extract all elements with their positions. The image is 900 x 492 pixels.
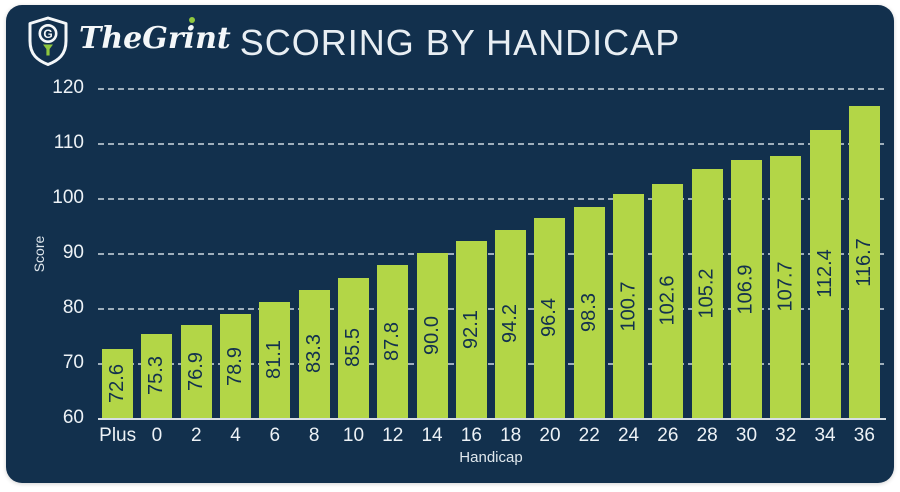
golf-tee-icon [43,44,53,56]
bar-24: 100.7 [613,194,645,418]
bar-value-label: 102.6 [656,275,679,326]
gridline-100 [98,198,884,200]
bar-value-label: 105.2 [695,268,718,319]
x-tick-12: 12 [382,425,404,446]
x-tick-28: 28 [696,425,718,446]
x-tick-14: 14 [421,425,443,446]
bar-28: 105.2 [691,169,723,418]
y-tick-120: 120 [52,77,84,98]
y-tick-80: 80 [62,297,84,318]
x-tick-24: 24 [617,425,640,446]
logo-g-letter: G [43,27,52,41]
bar-value-label: 81.1 [263,340,286,380]
gridline-110 [98,143,884,145]
bar-36: 116.7 [848,106,880,418]
bar-value-label: 87.8 [381,322,404,361]
x-tick-18: 18 [500,425,522,446]
brand-logo: G TheGrint [26,16,231,66]
y-tick-110: 110 [53,132,84,153]
y-tick-60: 60 [62,407,84,428]
shield-logo-icon: G [28,16,68,66]
gridline-80 [98,308,884,310]
bar-value-label: 112.4 [813,249,836,299]
bar-value-label: 100.7 [617,281,640,332]
bar-14: 90.0 [416,253,448,418]
x-tick-36: 36 [853,425,875,446]
bar-value-label: 96.4 [538,298,561,338]
x-tick-6: 6 [269,425,281,446]
bar-value-label: 98.3 [577,293,600,333]
x-tick-10: 10 [342,425,365,446]
bar-value-label: 94.2 [499,304,522,344]
page-title: SCORING BY HANDICAP [239,22,681,63]
bar-18: 94.2 [495,229,527,418]
bar-value-label: 75.3 [145,356,168,396]
bar-0: 75.3 [141,333,173,418]
bar-value-label: 107.7 [774,261,797,312]
bar-value-label: 92.1 [459,310,482,350]
brand-i-green-dot: i [183,21,196,56]
bar-32: 107.7 [770,155,802,418]
bar-20: 96.4 [534,217,566,418]
gridline-90 [98,253,884,255]
x-tick-20: 20 [539,425,561,446]
x-tick-34: 34 [814,425,836,446]
bar-8: 83.3 [298,289,330,418]
bar-Plus: 72.6 [102,348,134,418]
bar-value-label: 78.9 [224,346,247,386]
gridline-70 [98,363,884,365]
bar-4: 78.9 [220,314,252,418]
bar-value-label: 106.9 [734,263,757,315]
x-tick-Plus: Plus [99,425,137,446]
bar-10: 85.5 [337,277,369,418]
bar-16: 92.1 [455,241,487,418]
bar-value-label: 85.5 [341,328,364,368]
bar-6: 81.1 [259,301,291,418]
bar-12: 87.8 [377,265,409,418]
x-tick-2: 2 [190,425,202,446]
bar-value-label: 90.0 [420,316,443,355]
x-tick-16: 16 [460,425,482,446]
x-tick-4: 4 [230,425,241,446]
bar-34: 112.4 [809,129,841,418]
x-axis-line [98,418,886,420]
bar-value-label: 72.6 [106,363,129,403]
x-tick-32: 32 [775,425,797,446]
scoring-bar-chart: Score Handicap 60 70 80 90 100 110 120 72.6 Plus… [6,5,894,483]
bar-26: 102.6 [652,183,684,418]
gridline-120 [98,88,884,90]
y-tick-70: 70 [62,352,84,373]
bar-22: 98.3 [573,207,605,418]
x-axis-label: Handicap [459,449,523,466]
x-tick-0: 0 [151,425,163,446]
bar-2: 76.9 [180,325,212,418]
x-tick-22: 22 [578,425,600,446]
chart-card: G TheGrint SCORING BY HANDICAP Score Han… [6,5,894,483]
x-tick-8: 8 [308,425,320,446]
y-tick-90: 90 [62,242,84,263]
bar-30: 106.9 [730,160,762,418]
bar-value-label: 76.9 [184,352,207,391]
bar-value-label: 116.7 [852,237,875,287]
x-tick-26: 26 [657,425,679,446]
brand-name: TheGrint [79,21,231,56]
y-tick-100: 100 [52,187,84,208]
x-tick-30: 30 [735,425,758,446]
bar-value-label: 83.3 [302,334,325,374]
